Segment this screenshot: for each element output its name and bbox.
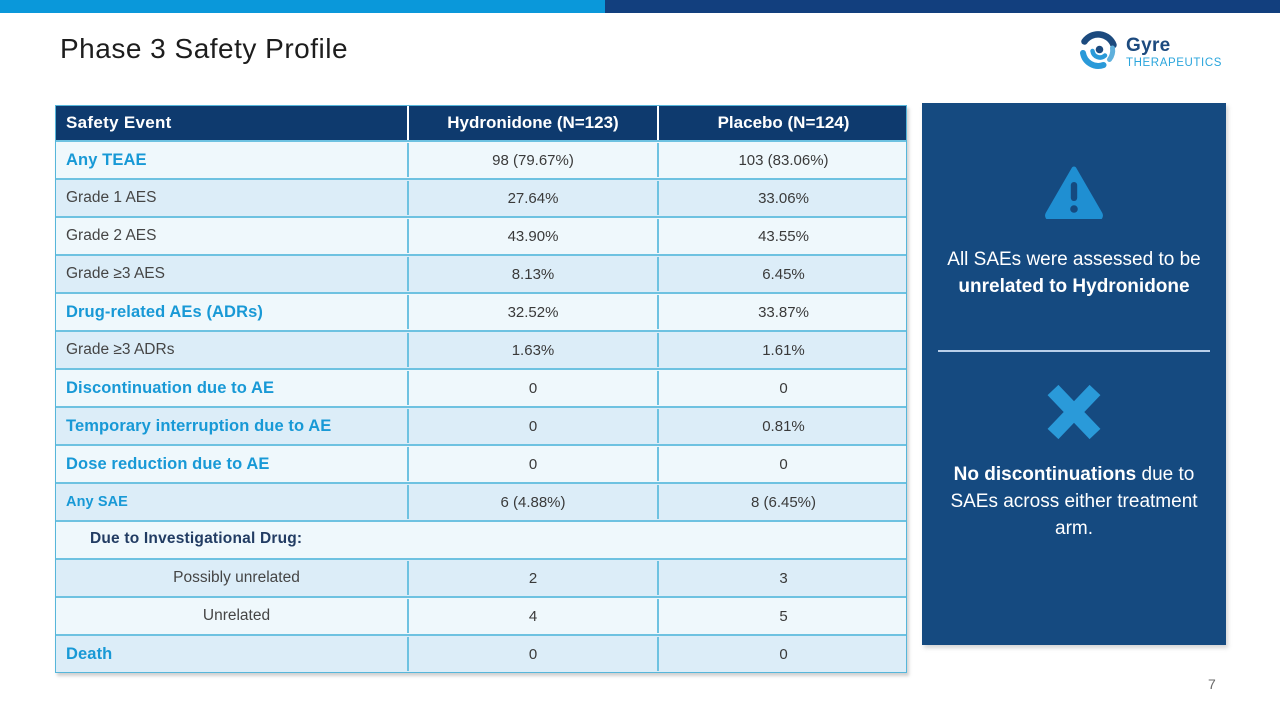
sae-assessment-note: All SAEs were assessed to be unrelated t… [934, 246, 1214, 300]
row-value-placebo: 3 [657, 561, 908, 595]
table-row: Temporary interruption due to AE 0 0.81% [56, 406, 906, 444]
warning-triangle-icon [1044, 165, 1104, 224]
top-bar-light-blue-segment [0, 0, 605, 13]
note2-bold-text: No discontinuations [953, 464, 1137, 485]
row-value-hydronidone: 0 [407, 371, 657, 405]
logo-brand-text: Gyre [1126, 34, 1171, 56]
row-value-placebo: 43.55% [657, 219, 908, 253]
page-number: 7 [1208, 676, 1216, 692]
row-label: Grade ≥3 AES [66, 265, 165, 282]
sae-callout-panel: All SAEs were assessed to be unrelated t… [922, 103, 1226, 645]
section-row-label: Due to Investigational Drug: [90, 530, 303, 547]
row-value-hydronidone: 2 [407, 561, 657, 595]
table-row: Discontinuation due to AE 0 0 [56, 368, 906, 406]
row-label: Discontinuation due to AE [66, 378, 275, 397]
row-value-hydronidone: 98 (79.67%) [407, 143, 657, 177]
logo-subbrand-text: THERAPEUTICS [1126, 56, 1223, 69]
row-label: Drug-related AEs (ADRs) [66, 302, 263, 321]
row-value-placebo: 0 [657, 371, 908, 405]
x-cross-icon [1043, 382, 1105, 447]
row-label: Unrelated [202, 607, 271, 624]
row-value-placebo: 6.45% [657, 257, 908, 291]
note2-normal-text: due to SAEs across either treatment arm. [950, 464, 1198, 539]
page-title: Phase 3 Safety Profile [60, 33, 349, 64]
table-row: Drug-related AEs (ADRs) 32.52% 33.87% [56, 292, 906, 330]
row-value-hydronidone: 6 (4.88%) [407, 485, 657, 519]
table-header-row: Safety Event Hydronidone (N=123) Placebo… [56, 106, 906, 140]
row-value-hydronidone: 32.52% [407, 295, 657, 329]
table-row: Any TEAE 98 (79.67%) 103 (83.06%) [56, 140, 906, 178]
company-logo: Gyre THERAPEUTICS [1078, 30, 1222, 75]
row-value-hydronidone: 4 [407, 599, 657, 633]
safety-events-table: Safety Event Hydronidone (N=123) Placebo… [55, 105, 907, 673]
row-label: Death [66, 644, 113, 663]
row-value-placebo: 8 (6.45%) [657, 485, 908, 519]
table-row: Unrelated 4 5 [56, 596, 906, 634]
table-row: Grade 1 AES 27.64% 33.06% [56, 178, 906, 216]
table-row: Grade ≥3 AES 8.13% 6.45% [56, 254, 906, 292]
logo-wordmark: Gyre THERAPEUTICS [1126, 36, 1222, 70]
column-header-placebo: Placebo (N=124) [657, 106, 908, 140]
row-label: Grade ≥3 ADRs [66, 341, 175, 358]
row-value-hydronidone: 8.13% [407, 257, 657, 291]
row-value-placebo: 103 (83.06%) [657, 143, 908, 177]
row-value-hydronidone: 0 [407, 637, 657, 671]
row-value-placebo: 0 [657, 447, 908, 481]
gyre-swirl-icon [1078, 30, 1118, 75]
table-row: Grade 2 AES 43.90% 43.55% [56, 216, 906, 254]
row-label: Any TEAE [66, 150, 147, 169]
row-value-placebo: 0.81% [657, 409, 908, 443]
row-value-placebo: 1.61% [657, 333, 908, 367]
row-label: Possibly unrelated [173, 569, 300, 586]
table-row: Grade ≥3 ADRs 1.63% 1.61% [56, 330, 906, 368]
row-value-placebo: 0 [657, 637, 908, 671]
table-row: Possibly unrelated 2 3 [56, 558, 906, 596]
row-value-hydronidone: 0 [407, 409, 657, 443]
panel-divider [938, 350, 1210, 352]
row-label: Grade 2 AES [66, 227, 157, 244]
column-header-safety-event: Safety Event [66, 113, 172, 132]
column-header-hydronidone: Hydronidone (N=123) [407, 106, 657, 140]
row-label: Temporary interruption due to AE [66, 416, 332, 435]
top-accent-bar [0, 0, 1280, 13]
top-bar-navy-segment [605, 0, 1280, 13]
discontinuation-note: No discontinuations due to SAEs across e… [943, 461, 1205, 542]
row-value-hydronidone: 43.90% [407, 219, 657, 253]
row-value-hydronidone: 0 [407, 447, 657, 481]
row-value-placebo: 33.87% [657, 295, 908, 329]
table-row: Death 0 0 [56, 634, 906, 672]
row-value-hydronidone: 27.64% [407, 181, 657, 215]
row-label: Grade 1 AES [66, 189, 157, 206]
note-bold-text: unrelated to Hydronidone [958, 276, 1190, 297]
row-value-placebo: 5 [657, 599, 908, 633]
row-value-placebo: 33.06% [657, 181, 908, 215]
row-label: Dose reduction due to AE [66, 454, 270, 473]
table-row: Any SAE 6 (4.88%) 8 (6.45%) [56, 482, 906, 520]
table-row: Dose reduction due to AE 0 0 [56, 444, 906, 482]
row-value-hydronidone: 1.63% [407, 333, 657, 367]
note-normal-text: All SAEs were assessed to be [947, 249, 1201, 270]
row-label: Any SAE [66, 494, 128, 510]
table-section-row: Due to Investigational Drug: [56, 520, 906, 558]
